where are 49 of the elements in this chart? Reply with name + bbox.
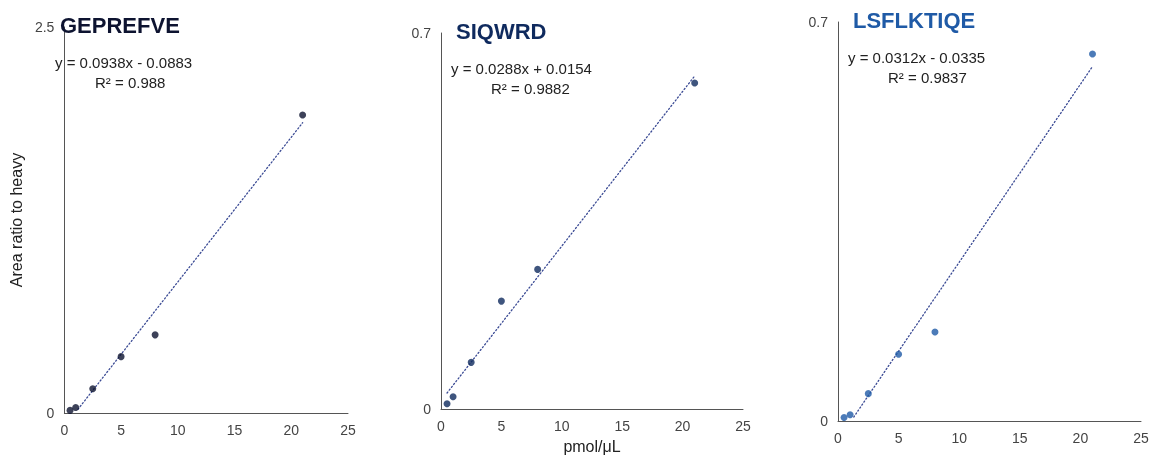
point xyxy=(497,297,505,305)
point xyxy=(691,79,699,87)
point xyxy=(117,353,125,361)
chart-title: LSFLKTIQE xyxy=(853,7,976,33)
x-tick-label: 20 xyxy=(1072,430,1089,446)
x-tick-label: 15 xyxy=(226,422,243,438)
x-tick-label: 0 xyxy=(834,430,843,446)
x-tick-label: 5 xyxy=(497,418,506,435)
x-tick-label: 15 xyxy=(614,418,631,435)
point xyxy=(443,400,451,408)
annotation: y = 0.0938x - 0.0883 xyxy=(55,54,193,71)
x-tick-label: 10 xyxy=(951,430,968,446)
annotation: R² = 0.988 xyxy=(95,74,166,91)
point xyxy=(72,403,80,411)
x-tick-label: 25 xyxy=(340,422,356,438)
x-tick-label: 20 xyxy=(674,418,691,435)
x-tick-label: 25 xyxy=(1133,430,1149,446)
x-tick-label: 10 xyxy=(170,422,186,438)
annotation: y = 0.0288x + 0.0154 xyxy=(451,60,592,77)
x-tick-label: 25 xyxy=(735,418,751,435)
annotation: R² = 0.9882 xyxy=(491,80,570,97)
y-tick-label: 0.7 xyxy=(411,25,432,41)
point xyxy=(1089,50,1097,58)
y-axis-title: Area ratio to heavy xyxy=(7,152,25,288)
x-tick-label: 15 xyxy=(1012,430,1028,446)
x-tick-label: 10 xyxy=(554,418,570,435)
point xyxy=(151,331,159,339)
point xyxy=(846,411,854,419)
x-tick-label: 5 xyxy=(894,430,903,446)
y-tick-label: 0.7 xyxy=(808,14,829,30)
x-axis-title: pmol/μL xyxy=(563,437,621,455)
point xyxy=(534,265,542,273)
chart-title: SIQWRD xyxy=(456,18,547,44)
point xyxy=(66,406,74,414)
point xyxy=(864,390,872,398)
annotation: R² = 0.9837 xyxy=(888,69,967,86)
x-tick-label: 20 xyxy=(283,422,300,438)
x-tick-label: 0 xyxy=(437,418,446,435)
x-tick-label: 0 xyxy=(60,422,69,438)
x-tick-label: 5 xyxy=(117,422,126,438)
chart-title: GEPREFVE xyxy=(60,12,180,38)
point xyxy=(895,350,903,358)
point xyxy=(299,111,307,119)
annotation: y = 0.0312x - 0.0335 xyxy=(848,49,986,66)
point xyxy=(449,393,457,401)
point xyxy=(467,358,475,366)
point xyxy=(89,385,97,393)
y-tick-label: 2.5 xyxy=(34,19,55,35)
point xyxy=(840,414,848,422)
